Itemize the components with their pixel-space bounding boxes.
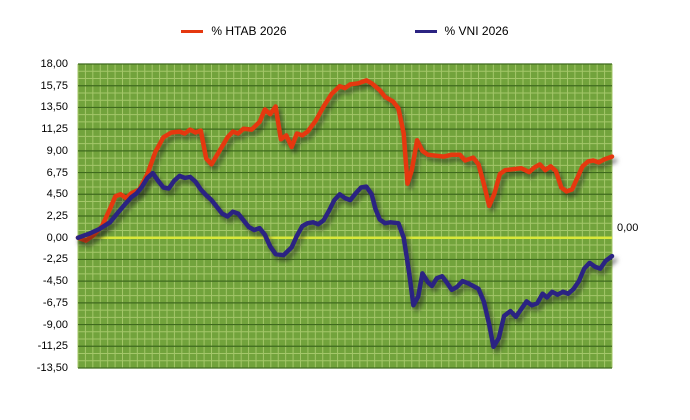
legend-swatch-htab	[181, 29, 204, 33]
y-axis-labels: 18,00 15,75 13,50 11,25 9,00 6,75 4,50 2,25 0,00…	[0, 58, 72, 374]
y-tick-label: -9,00	[42, 318, 68, 331]
legend-item-htab: % HTAB 2026	[181, 24, 287, 38]
y-tick-label: 9,00	[46, 144, 68, 157]
legend-label-vni: % VNI 2026	[444, 24, 509, 38]
y-tick-label: 18,00	[40, 58, 68, 70]
line-chart	[75, 63, 615, 369]
y-tick-label: 0,00	[46, 231, 68, 244]
legend-swatch-vni	[414, 29, 437, 33]
legend-item-vni: % VNI 2026	[414, 24, 509, 38]
y-tick-label: 13,50	[40, 101, 68, 114]
y-tick-label: 15,75	[40, 79, 68, 92]
y-tick-label: 6,75	[46, 166, 68, 179]
y-tick-label: -11,25	[37, 340, 68, 353]
y-tick-label: -6,75	[42, 296, 68, 309]
zero-value-label: 0,00	[617, 222, 639, 234]
legend-label-htab: % HTAB 2026	[211, 24, 287, 38]
y-tick-label: -2,25	[42, 253, 68, 266]
y-tick-label: -13,50	[36, 362, 68, 374]
plot-area	[75, 63, 615, 369]
y-tick-label: 11,25	[41, 123, 68, 136]
y-tick-label: 4,50	[46, 188, 68, 201]
y-tick-label: 2,25	[46, 210, 68, 222]
legend: % HTAB 2026 % VNI 2026	[0, 24, 690, 38]
y-tick-label: -4,50	[42, 275, 68, 288]
